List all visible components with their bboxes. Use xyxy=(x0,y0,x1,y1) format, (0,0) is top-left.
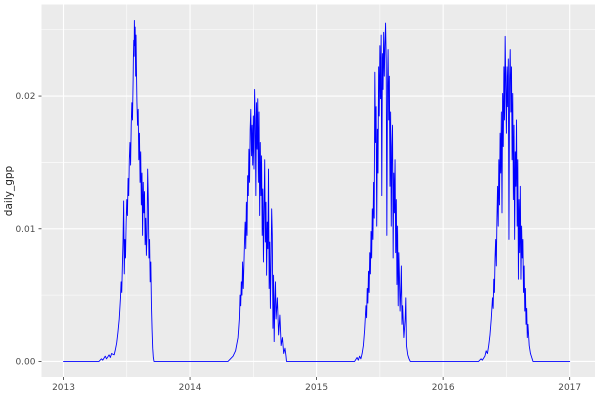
x-tick-label: 2013 xyxy=(52,383,75,393)
plot-panel-layer xyxy=(41,4,595,377)
x-tick-label: 2017 xyxy=(558,383,581,393)
x-tick-label: 2016 xyxy=(432,383,455,393)
x-axis-labels: 2013 2014 2015 2016 2017 xyxy=(52,383,581,393)
y-axis-title: daily_gpp xyxy=(3,165,15,216)
x-tick-label: 2015 xyxy=(305,383,328,393)
axis-tick-marks xyxy=(38,95,571,380)
data-line-layer xyxy=(63,19,571,362)
y-tick-label: 0.00 xyxy=(15,357,35,367)
y-axis-labels: 0.00 0.01 0.02 xyxy=(15,92,35,367)
plot-panel xyxy=(41,4,595,377)
y-tick-label: 0.01 xyxy=(15,225,35,235)
y-tick-label: 0.02 xyxy=(15,92,35,102)
x-tick-label: 2014 xyxy=(179,383,202,393)
gpp-line-series xyxy=(63,19,571,362)
